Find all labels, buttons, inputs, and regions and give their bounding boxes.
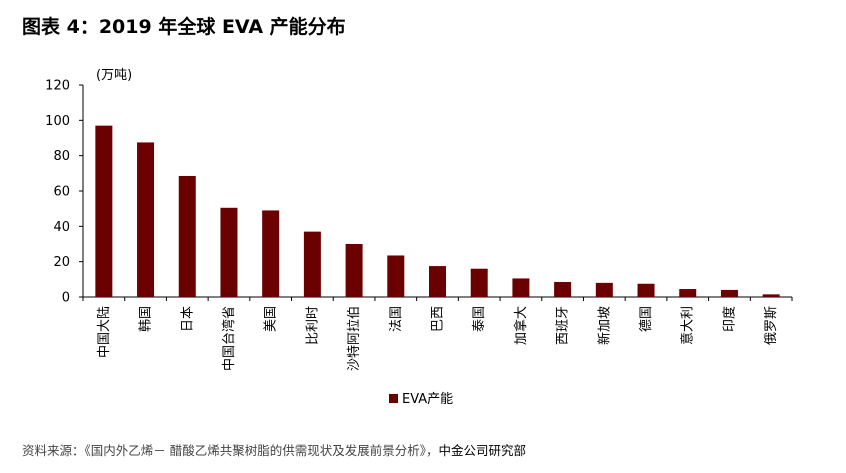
bar bbox=[178, 175, 196, 297]
x-tick-label: 中国台湾省 bbox=[221, 306, 237, 371]
bar bbox=[512, 278, 530, 297]
y-tick-label: 100 bbox=[45, 114, 70, 129]
y-tick-label: 80 bbox=[53, 149, 70, 164]
bar bbox=[637, 283, 655, 297]
x-tick-label: 法国 bbox=[389, 306, 404, 332]
bar bbox=[95, 125, 113, 297]
bar bbox=[303, 231, 321, 297]
y-tick-label: 60 bbox=[53, 185, 70, 200]
bar bbox=[720, 289, 738, 297]
x-tick-label: 泰国 bbox=[472, 306, 487, 332]
x-tick-label: 比利时 bbox=[305, 306, 320, 345]
bar bbox=[470, 268, 488, 297]
y-tick-label: 20 bbox=[53, 255, 70, 270]
bar bbox=[387, 255, 405, 297]
x-tick-label: 德国 bbox=[639, 306, 654, 332]
bar bbox=[429, 266, 446, 297]
source-note: 资料来源：《国内外乙烯－ 醋酸乙烯共聚树脂的供需现状及发展前景分析》，中金公司研… bbox=[22, 440, 526, 459]
x-tick-label: 西班牙 bbox=[556, 306, 571, 345]
x-tick-label: 俄罗斯 bbox=[764, 306, 779, 345]
bar bbox=[137, 142, 155, 297]
x-tick-label: 中国大陆 bbox=[96, 306, 112, 358]
source-org: 中金公司研究部 bbox=[438, 443, 526, 458]
x-tick-label: 日本 bbox=[180, 306, 195, 332]
legend-swatch bbox=[389, 394, 398, 403]
x-tick-label: 巴西 bbox=[431, 306, 446, 332]
y-tick-label: 0 bbox=[62, 291, 70, 306]
bar bbox=[595, 282, 613, 297]
x-tick-label: 印度 bbox=[721, 306, 737, 332]
y-tick-label: 40 bbox=[53, 220, 70, 235]
bar bbox=[262, 210, 280, 297]
figure-title: 图表 4：2019 年全球 EVA 产能分布 bbox=[22, 16, 346, 38]
bar bbox=[679, 289, 697, 297]
x-tick-label: 沙特阿拉伯 bbox=[347, 306, 362, 371]
legend-label: EVA产能 bbox=[402, 392, 453, 407]
x-tick-label: 意大利 bbox=[680, 306, 696, 345]
source-prefix: 资料来源：《国内外乙烯－ 醋酸乙烯共聚树脂的供需现状及发展前景分析》， bbox=[22, 443, 439, 458]
bar bbox=[762, 294, 780, 297]
x-tick-label: 新加坡 bbox=[596, 306, 612, 345]
bar bbox=[220, 207, 238, 297]
y-tick-label: 120 bbox=[45, 79, 70, 94]
bar bbox=[345, 244, 363, 297]
bar bbox=[554, 281, 572, 297]
y-unit-label: (万吨) bbox=[96, 68, 132, 83]
x-tick-label: 加拿大 bbox=[513, 306, 529, 345]
x-tick-label: 美国 bbox=[264, 306, 279, 332]
x-tick-label: 韩国 bbox=[139, 306, 154, 332]
